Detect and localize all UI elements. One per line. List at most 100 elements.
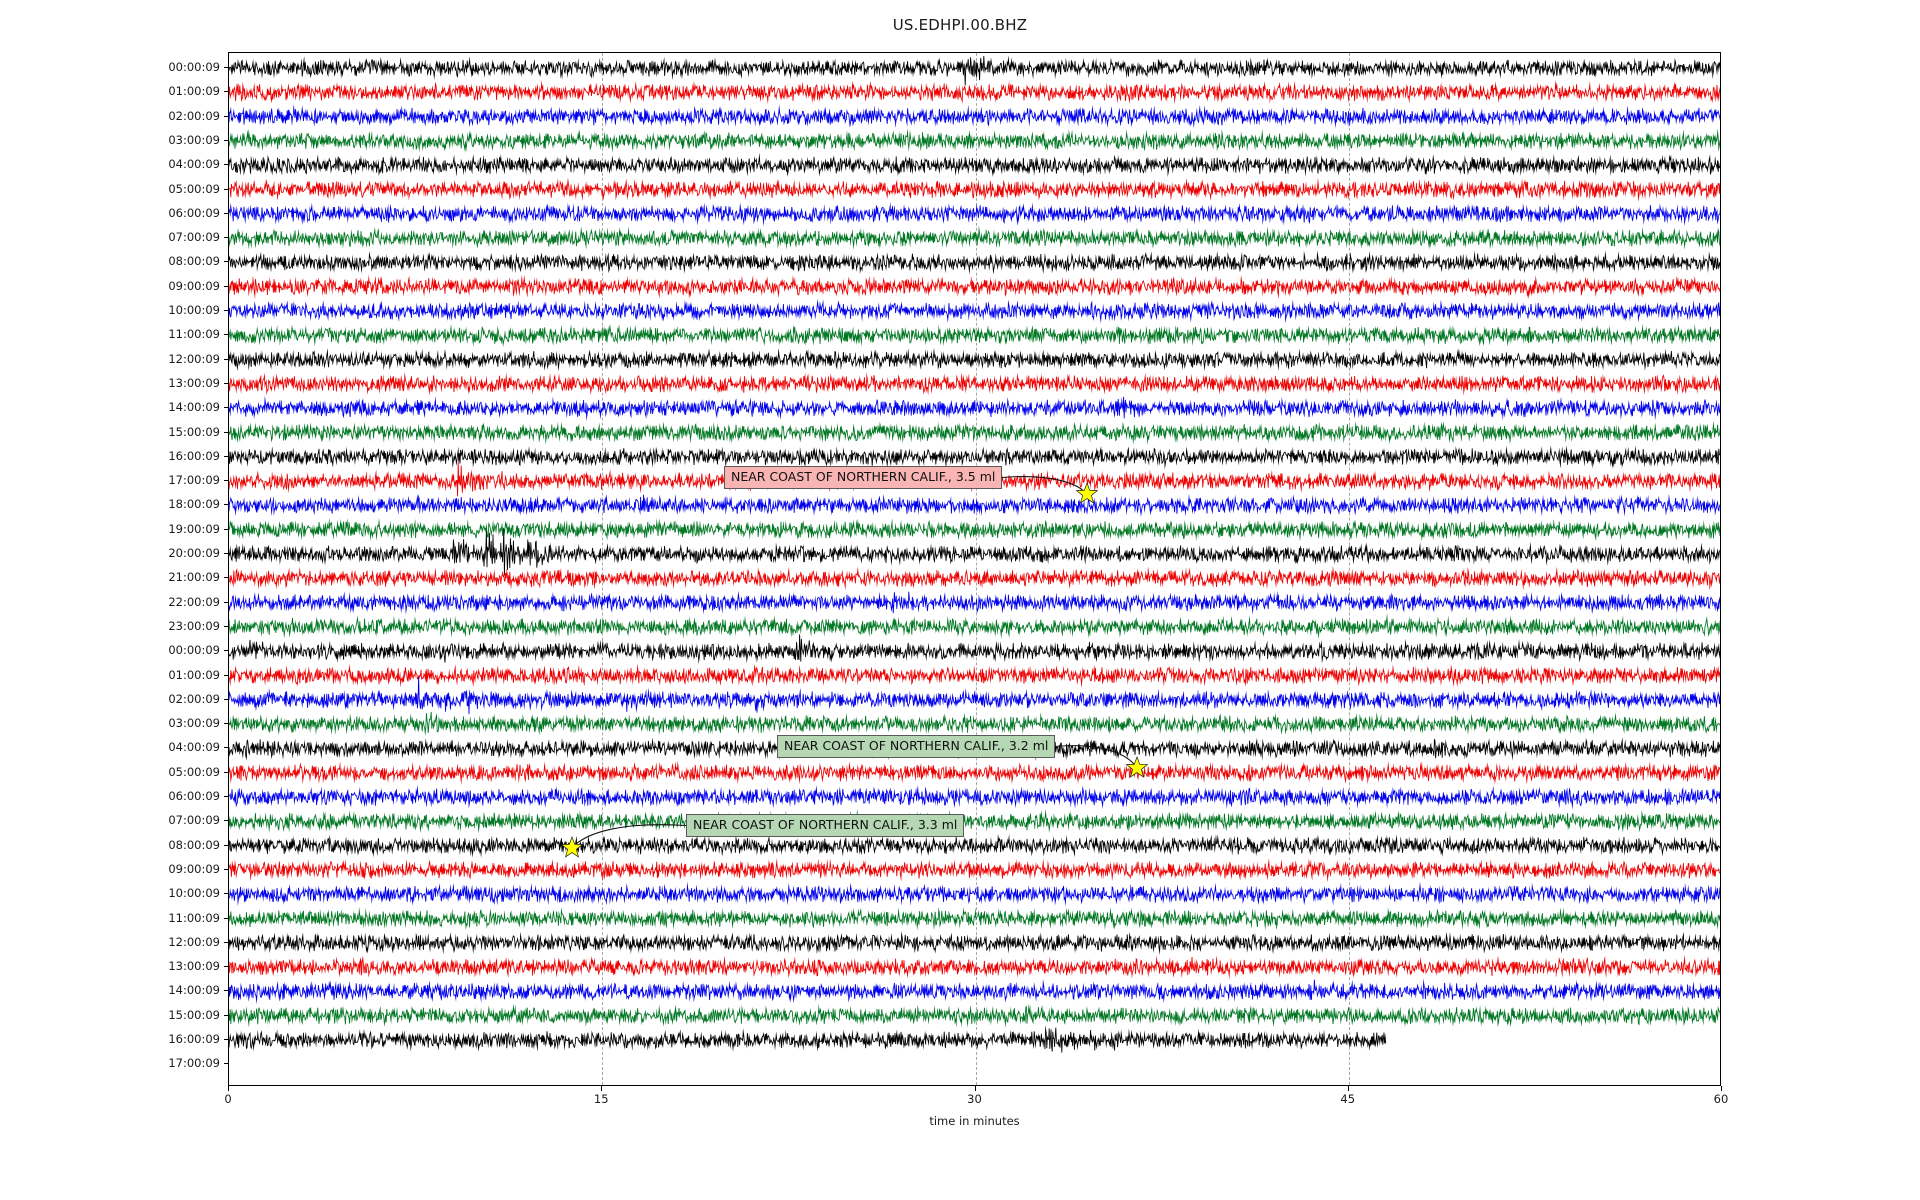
y-tick-label-38: 14:00:09 xyxy=(168,983,220,998)
y-tick-label-14: 14:00:09 xyxy=(168,400,220,415)
y-tick-label-26: 02:00:09 xyxy=(168,691,220,706)
y-tick-mark-11 xyxy=(224,334,229,336)
y-tick-label-36: 12:00:09 xyxy=(168,934,220,949)
y-tick-label-6: 06:00:09 xyxy=(168,205,220,220)
y-tick-mark-17 xyxy=(224,480,229,482)
y-tick-mark-28 xyxy=(224,747,229,749)
y-tick-mark-4 xyxy=(224,164,229,166)
x-tick-mark-15 xyxy=(601,1086,603,1091)
y-tick-mark-13 xyxy=(224,382,229,384)
y-tick-mark-23 xyxy=(224,625,229,627)
y-tick-label-1: 01:00:09 xyxy=(168,84,220,99)
y-tick-label-25: 01:00:09 xyxy=(168,667,220,682)
x-tick-mark-60 xyxy=(1721,1086,1722,1091)
y-tick-label-23: 23:00:09 xyxy=(168,618,220,633)
x-tick-mark-45 xyxy=(1347,1086,1349,1091)
y-tick-label-18: 18:00:09 xyxy=(168,497,220,512)
y-tick-mark-2 xyxy=(224,115,229,117)
y-tick-label-32: 08:00:09 xyxy=(168,837,220,852)
x-tick-mark-30 xyxy=(974,1086,976,1091)
y-tick-label-7: 07:00:09 xyxy=(168,230,220,245)
y-tick-mark-31 xyxy=(224,820,229,822)
y-tick-label-31: 07:00:09 xyxy=(168,813,220,828)
y-tick-mark-1 xyxy=(224,91,229,93)
y-tick-label-22: 22:00:09 xyxy=(168,594,220,609)
y-tick-label-11: 11:00:09 xyxy=(168,327,220,342)
y-tick-mark-15 xyxy=(224,431,229,433)
y-tick-mark-33 xyxy=(224,868,229,870)
y-tick-label-20: 20:00:09 xyxy=(168,546,220,561)
y-tick-label-3: 03:00:09 xyxy=(168,132,220,147)
y-tick-label-30: 06:00:09 xyxy=(168,789,220,804)
y-tick-mark-27 xyxy=(224,723,229,725)
y-tick-label-40: 16:00:09 xyxy=(168,1032,220,1047)
y-tick-mark-40 xyxy=(224,1039,229,1041)
y-tick-mark-6 xyxy=(224,212,229,214)
y-tick-mark-34 xyxy=(224,893,229,895)
y-tick-mark-29 xyxy=(224,771,229,773)
y-tick-label-29: 05:00:09 xyxy=(168,764,220,779)
y-tick-mark-12 xyxy=(224,358,229,360)
y-tick-mark-16 xyxy=(224,455,229,457)
y-tick-mark-24 xyxy=(224,650,229,652)
y-tick-label-19: 19:00:09 xyxy=(168,521,220,536)
y-tick-label-37: 13:00:09 xyxy=(168,959,220,974)
y-tick-label-27: 03:00:09 xyxy=(168,716,220,731)
y-tick-label-2: 02:00:09 xyxy=(168,108,220,123)
x-tick-label-0: 0 xyxy=(224,1092,232,1106)
annotation-label-quake-1: NEAR COAST OF NORTHERN CALIF., 3.5 ml xyxy=(724,466,1003,489)
y-tick-mark-37 xyxy=(224,966,229,968)
y-tick-label-35: 11:00:09 xyxy=(168,910,220,925)
x-tick-label-30: 30 xyxy=(967,1092,982,1106)
x-tick-label-15: 15 xyxy=(593,1092,609,1106)
y-tick-mark-9 xyxy=(224,285,229,287)
y-tick-label-5: 05:00:09 xyxy=(168,181,220,196)
y-tick-label-39: 15:00:09 xyxy=(168,1007,220,1022)
x-axis-title: time in minutes xyxy=(929,1114,1020,1128)
y-tick-mark-36 xyxy=(224,941,229,943)
y-tick-mark-26 xyxy=(224,698,229,700)
y-tick-mark-0 xyxy=(224,67,229,69)
y-tick-label-13: 13:00:09 xyxy=(168,375,220,390)
y-tick-mark-41 xyxy=(224,1063,229,1065)
y-tick-mark-25 xyxy=(224,674,229,676)
y-tick-mark-32 xyxy=(224,844,229,846)
y-tick-label-34: 10:00:09 xyxy=(168,886,220,901)
y-tick-label-16: 16:00:09 xyxy=(168,448,220,463)
x-tick-mark-0 xyxy=(228,1086,229,1091)
y-tick-mark-38 xyxy=(224,990,229,992)
plot-area xyxy=(228,52,1721,1086)
y-tick-label-0: 00:00:09 xyxy=(168,60,220,75)
y-tick-mark-8 xyxy=(224,261,229,263)
annotation-label-quake-2: NEAR COAST OF NORTHERN CALIF., 3.2 ml xyxy=(777,735,1056,758)
y-tick-mark-35 xyxy=(224,917,229,919)
y-tick-mark-20 xyxy=(224,553,229,555)
y-tick-label-9: 09:00:09 xyxy=(168,278,220,293)
y-tick-mark-30 xyxy=(224,796,229,798)
y-tick-mark-5 xyxy=(224,188,229,190)
y-tick-label-21: 21:00:09 xyxy=(168,570,220,585)
y-tick-label-15: 15:00:09 xyxy=(168,424,220,439)
y-tick-mark-19 xyxy=(224,528,229,530)
y-tick-label-4: 04:00:09 xyxy=(168,157,220,172)
y-tick-label-41: 17:00:09 xyxy=(168,1056,220,1071)
y-tick-label-8: 08:00:09 xyxy=(168,254,220,269)
y-tick-label-17: 17:00:09 xyxy=(168,473,220,488)
y-tick-label-12: 12:00:09 xyxy=(168,351,220,366)
y-tick-mark-22 xyxy=(224,601,229,603)
y-tick-mark-39 xyxy=(224,1014,229,1016)
y-tick-mark-21 xyxy=(224,577,229,579)
page-title: US.EDHPI.00.BHZ xyxy=(892,16,1028,34)
y-tick-mark-10 xyxy=(224,310,229,312)
seismic-traces-canvas xyxy=(229,53,1720,1085)
y-tick-label-24: 00:00:09 xyxy=(168,643,220,658)
y-tick-mark-3 xyxy=(224,139,229,141)
y-tick-label-28: 04:00:09 xyxy=(168,740,220,755)
x-tick-label-60: 60 xyxy=(1713,1092,1729,1106)
y-tick-mark-14 xyxy=(224,407,229,409)
annotation-label-quake-3: NEAR COAST OF NORTHERN CALIF., 3.3 ml xyxy=(686,814,965,837)
y-tick-mark-18 xyxy=(224,504,229,506)
y-tick-label-33: 09:00:09 xyxy=(168,861,220,876)
y-tick-label-10: 10:00:09 xyxy=(168,303,220,318)
